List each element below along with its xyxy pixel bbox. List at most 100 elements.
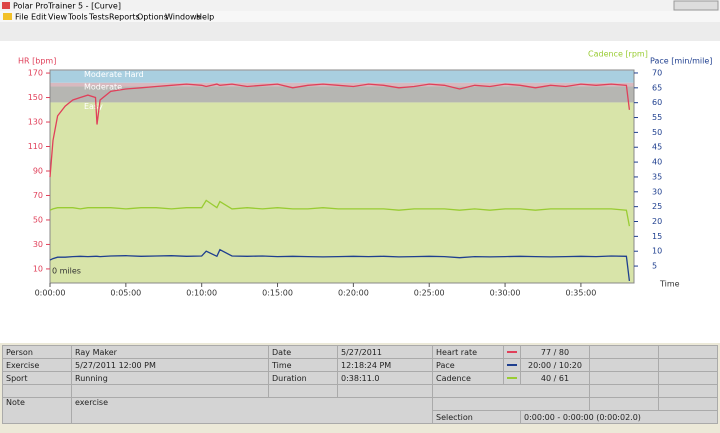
menu-item[interactable]: Help	[196, 13, 214, 22]
legend-swatch	[507, 377, 517, 379]
app-icon	[2, 2, 10, 9]
cell	[658, 384, 718, 398]
y2-tick-label: 40	[652, 158, 662, 167]
cell: Heart rate	[432, 345, 504, 359]
cell: 0:00:00 - 0:00:00 (0:00:02.0)	[520, 410, 718, 424]
y-tick-label: 10	[33, 264, 43, 273]
cell: 20:00 / 10:20	[520, 358, 590, 372]
cell: Running	[71, 371, 269, 385]
legend-cell	[503, 345, 521, 359]
window-title: Polar ProTrainer 5 - [Curve]	[13, 2, 121, 11]
x-tick-label: 0:00:00	[35, 289, 66, 298]
y2-tick-label: 20	[652, 217, 662, 226]
zone-band	[50, 82, 634, 87]
zone-label: Moderate	[84, 82, 122, 91]
cell: exercise	[71, 397, 433, 424]
cell: 5/27/2011 12:00 PM	[71, 358, 269, 372]
menu-item[interactable]: File	[15, 13, 28, 22]
y3-axis-label: Cadence [rpm]	[588, 50, 648, 59]
menu-item[interactable]: Windows	[165, 13, 201, 22]
y-tick-label: 130	[28, 118, 43, 127]
y2-tick-label: 5	[652, 262, 657, 271]
cell	[589, 345, 659, 359]
zone-band	[50, 102, 634, 283]
cell	[337, 384, 433, 398]
zone-band	[50, 86, 634, 103]
info-table: Person Ray Maker Date 5/27/2011 Heart ra…	[2, 345, 718, 424]
zone-band	[50, 70, 634, 83]
menu-bar	[0, 11, 720, 22]
cell: Note	[2, 397, 72, 424]
y-tick-label: 70	[33, 191, 43, 200]
series-line	[49, 199, 631, 227]
y2-tick-label: 45	[652, 143, 662, 152]
y2-tick-label: 70	[652, 68, 662, 77]
menu-item[interactable]: Options	[137, 13, 168, 22]
x-tick-label: 0:20:00	[338, 289, 369, 298]
y2-tick-label: 35	[652, 172, 662, 181]
menu: File Edit View Tools Tests ReportsOptionsWind…	[15, 13, 214, 22]
cell: Sport	[2, 371, 72, 385]
cell: Selection	[432, 410, 521, 424]
menu-item[interactable]: View	[48, 13, 67, 22]
y2-tick-label: 65	[652, 83, 662, 92]
cell: 40 / 61	[520, 371, 590, 385]
window-controls[interactable]	[673, 0, 719, 11]
cell: 12:18:24 PM	[337, 358, 433, 372]
x-tick-label: 0:15:00	[262, 289, 293, 298]
menu-item[interactable]: Edit	[31, 13, 47, 22]
y2-axis-label: Pace [min/mile]	[650, 57, 712, 66]
cell	[589, 384, 659, 398]
title-bar	[0, 0, 720, 11]
toolbar	[0, 22, 720, 41]
menu-item[interactable]: Tools	[67, 13, 88, 22]
series-line	[49, 248, 631, 281]
y-tick-label: 170	[28, 69, 43, 78]
y2-tick-label: 15	[652, 232, 662, 241]
menu-item[interactable]: Tests	[88, 13, 109, 22]
cell: 0:38:11.0	[337, 371, 433, 385]
series-line	[49, 83, 631, 178]
cell: Date	[268, 345, 338, 359]
y-axis-label: HR [bpm]	[18, 57, 56, 66]
y-tick-label: 90	[33, 166, 43, 175]
zone-label: Easy	[84, 102, 103, 111]
y-tick-label: 150	[28, 93, 43, 102]
y2-tick-label: 60	[652, 98, 662, 107]
cell	[432, 397, 590, 411]
annotation: 0 miles	[52, 267, 81, 276]
cell: Duration	[268, 371, 338, 385]
cell	[589, 358, 659, 372]
cell: Person	[2, 345, 72, 359]
legend-swatch	[507, 351, 517, 353]
y2-tick-label: 10	[652, 247, 662, 256]
y-tick-label: 110	[28, 142, 43, 151]
cell	[432, 384, 590, 398]
chart-window: Polar ProTrainer 5 - [Curve] File Edit Vie…	[0, 0, 720, 343]
x-tick-label: 0:30:00	[490, 289, 521, 298]
cell	[71, 384, 269, 398]
x-tick-label: 0:25:00	[414, 289, 445, 298]
cell	[268, 384, 338, 398]
cell: Exercise	[2, 358, 72, 372]
x-tick-label: 0:05:00	[110, 289, 141, 298]
cell	[658, 371, 718, 385]
x-axis-label: Time	[659, 280, 680, 289]
legend-cell	[503, 371, 521, 385]
y2-tick-label: 50	[652, 128, 662, 137]
cell: Pace	[432, 358, 504, 372]
cell: 77 / 80	[520, 345, 590, 359]
y2-tick-label: 30	[652, 187, 662, 196]
cell	[2, 384, 72, 398]
cell	[658, 345, 718, 359]
y2-tick-label: 55	[652, 113, 662, 122]
cell: Time	[268, 358, 338, 372]
x-tick-label: 0:35:00	[565, 289, 596, 298]
legend-cell	[503, 358, 521, 372]
cell: Cadence	[432, 371, 504, 385]
cell: Ray Maker	[71, 345, 269, 359]
plot: Moderate Hard Moderate Easy 10 30 50 70 90 110 13…	[28, 68, 662, 297]
cell	[658, 397, 718, 411]
menu-item[interactable]: Reports	[109, 13, 140, 22]
